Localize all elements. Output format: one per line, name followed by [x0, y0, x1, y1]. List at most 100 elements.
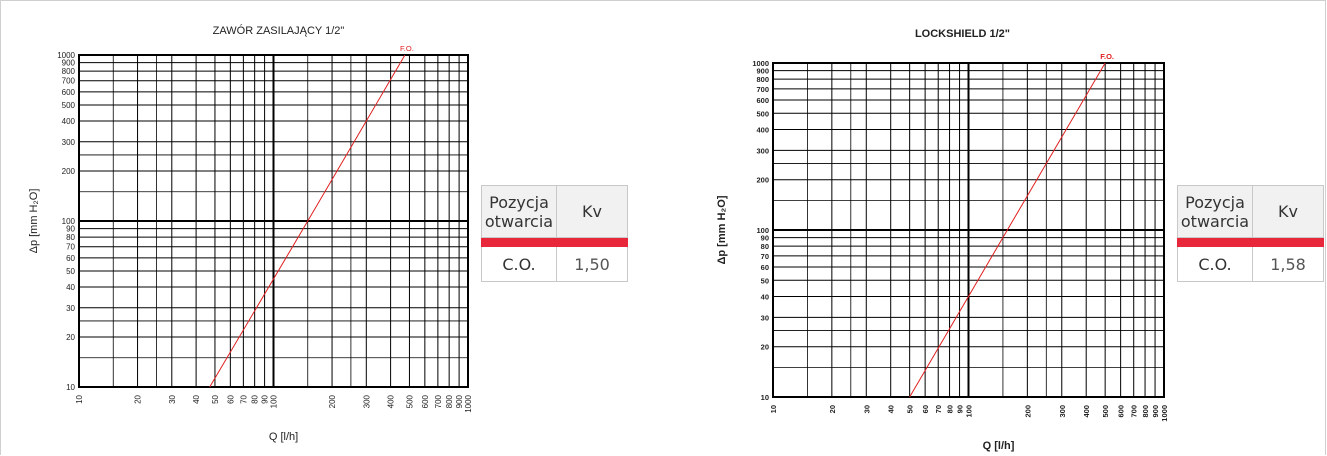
x-tick-label: 700 — [1130, 405, 1139, 418]
y-tick-label: 500 — [62, 101, 76, 110]
x-tick-label: 20 — [134, 394, 143, 403]
x-tick-label: 300 — [362, 394, 371, 408]
y-tick-label: 60 — [66, 254, 75, 263]
kv-table-lockshield: Pozycja otwarcia Kv C.O. 1,58 — [1177, 185, 1324, 282]
y-tick-label: 80 — [66, 233, 75, 242]
chart-title: ZAWÓR ZASILAJĄCY 1/2" — [213, 24, 345, 37]
x-tick-label: 600 — [1117, 405, 1126, 418]
x-tick-labels: 10 20 30 40 50 60 70 80 90 100 200 300 400 500 600 700 8… — [769, 405, 1169, 422]
y-tick-label: 1000 — [57, 51, 75, 60]
y-tick-label: 70 — [66, 243, 75, 252]
x-tick-label: 300 — [1058, 405, 1067, 418]
y-tick-label: 40 — [66, 283, 75, 292]
header-position-line1: Pozycja — [1185, 192, 1245, 212]
x-tick-label: 60 — [921, 405, 930, 413]
x-tick-label: 900 — [455, 394, 464, 408]
y-tick-label: 10 — [761, 393, 769, 402]
x-tick-label: 70 — [239, 394, 248, 403]
y-tick-label: 1000 — [752, 59, 769, 68]
y-tick-label: 200 — [756, 176, 769, 185]
y-tick-label: 400 — [62, 117, 76, 126]
header-position-line1: Pozycja — [489, 192, 549, 212]
y-tick-label: 60 — [761, 263, 769, 272]
y-tick-label: 300 — [62, 138, 76, 147]
x-tick-label: 1000 — [464, 394, 473, 412]
y-tick-label: 30 — [66, 304, 75, 313]
x-tick-label: 80 — [251, 394, 260, 403]
row-position-cell: C.O. — [1177, 246, 1253, 282]
x-tick-label: 200 — [1023, 405, 1032, 418]
y-tick-label: 700 — [756, 85, 769, 94]
x-tick-label: 500 — [1101, 405, 1110, 418]
x-tick-label: 10 — [75, 394, 84, 403]
x-tick-label: 800 — [445, 394, 454, 408]
x-tick-label: 20 — [828, 405, 837, 413]
x-tick-label: 1000 — [1160, 405, 1169, 422]
x-tick-label: 50 — [211, 394, 220, 403]
y-tick-label: 50 — [761, 276, 769, 285]
x-axis-label: Q [l/h] — [983, 440, 1015, 452]
series-label-fo: F.O. — [1100, 52, 1114, 61]
y-tick-label: 900 — [756, 67, 769, 76]
x-tick-label: 30 — [862, 405, 871, 413]
x-tick-label: 400 — [1082, 405, 1091, 418]
x-tick-label: 400 — [387, 394, 396, 408]
table-accent-bar — [481, 237, 628, 247]
y-tick-label: 100 — [756, 226, 769, 235]
x-tick-label: 600 — [421, 394, 430, 408]
y-tick-label: 70 — [761, 252, 769, 261]
y-tick-label: 20 — [761, 343, 769, 352]
y-tick-label: 500 — [756, 109, 769, 118]
y-tick-label: 10 — [66, 383, 75, 392]
y-tick-label: 700 — [62, 77, 76, 86]
y-tick-label: 800 — [62, 67, 76, 76]
y-tick-label: 200 — [62, 167, 76, 176]
y-tick-label: 20 — [66, 333, 75, 342]
x-tick-label: 40 — [192, 394, 201, 403]
table-accent-bar — [1177, 237, 1324, 247]
grid-lines — [78, 54, 469, 388]
row-kv-cell: 1,58 — [1252, 246, 1324, 282]
header-position-cell: Pozycja otwarcia — [1177, 185, 1253, 238]
y-tick-label: 800 — [756, 75, 769, 84]
x-tick-label: 90 — [261, 394, 270, 403]
x-tick-label: 80 — [946, 405, 955, 413]
x-tick-labels: 10 20 30 40 50 60 70 80 90 100 200 300 400 500 600 700 8… — [75, 394, 473, 412]
y-tick-label: 300 — [756, 146, 769, 155]
chart-title: LOCKSHIELD 1/2" — [915, 28, 1010, 40]
x-tick-label: 60 — [226, 394, 235, 403]
x-tick-label: 700 — [434, 394, 443, 408]
x-tick-label: 500 — [405, 394, 414, 408]
y-tick-label: 30 — [761, 313, 769, 322]
x-tick-label: 200 — [328, 394, 337, 408]
x-tick-label: 900 — [1151, 405, 1160, 418]
y-tick-label: 50 — [66, 267, 75, 276]
x-axis-label: Q [l/h] — [269, 431, 298, 443]
plot-frame — [78, 54, 469, 388]
y-tick-label: 900 — [62, 59, 76, 68]
x-tick-label: 50 — [906, 405, 915, 413]
x-tick-label: 70 — [934, 405, 943, 413]
plot-frame — [772, 62, 1165, 398]
x-tick-label: 30 — [168, 394, 177, 403]
row-position-cell: C.O. — [481, 246, 557, 282]
series-label-fo: F.O. — [400, 44, 414, 53]
header-position-cell: Pozycja otwarcia — [481, 185, 557, 238]
header-position-line2: otwarcia — [1180, 211, 1250, 231]
header-kv-cell: Kv — [1252, 185, 1324, 238]
row-kv-cell: 1,50 — [556, 246, 628, 282]
x-tick-label: 100 — [270, 394, 279, 408]
y-axis-label: Δp [mm H₂O] — [28, 189, 40, 254]
y-tick-label: 90 — [66, 225, 75, 234]
x-tick-label: 90 — [956, 405, 965, 413]
x-tick-label: 40 — [887, 405, 896, 413]
y-tick-label: 100 — [62, 217, 76, 226]
y-axis-label: Δp [mm H₂O] — [716, 195, 728, 264]
y-tick-label: 400 — [756, 125, 769, 134]
x-tick-label: 10 — [769, 405, 778, 413]
header-kv-cell: Kv — [556, 185, 628, 238]
x-tick-label: 800 — [1141, 405, 1150, 418]
x-tick-label: 100 — [965, 405, 974, 418]
